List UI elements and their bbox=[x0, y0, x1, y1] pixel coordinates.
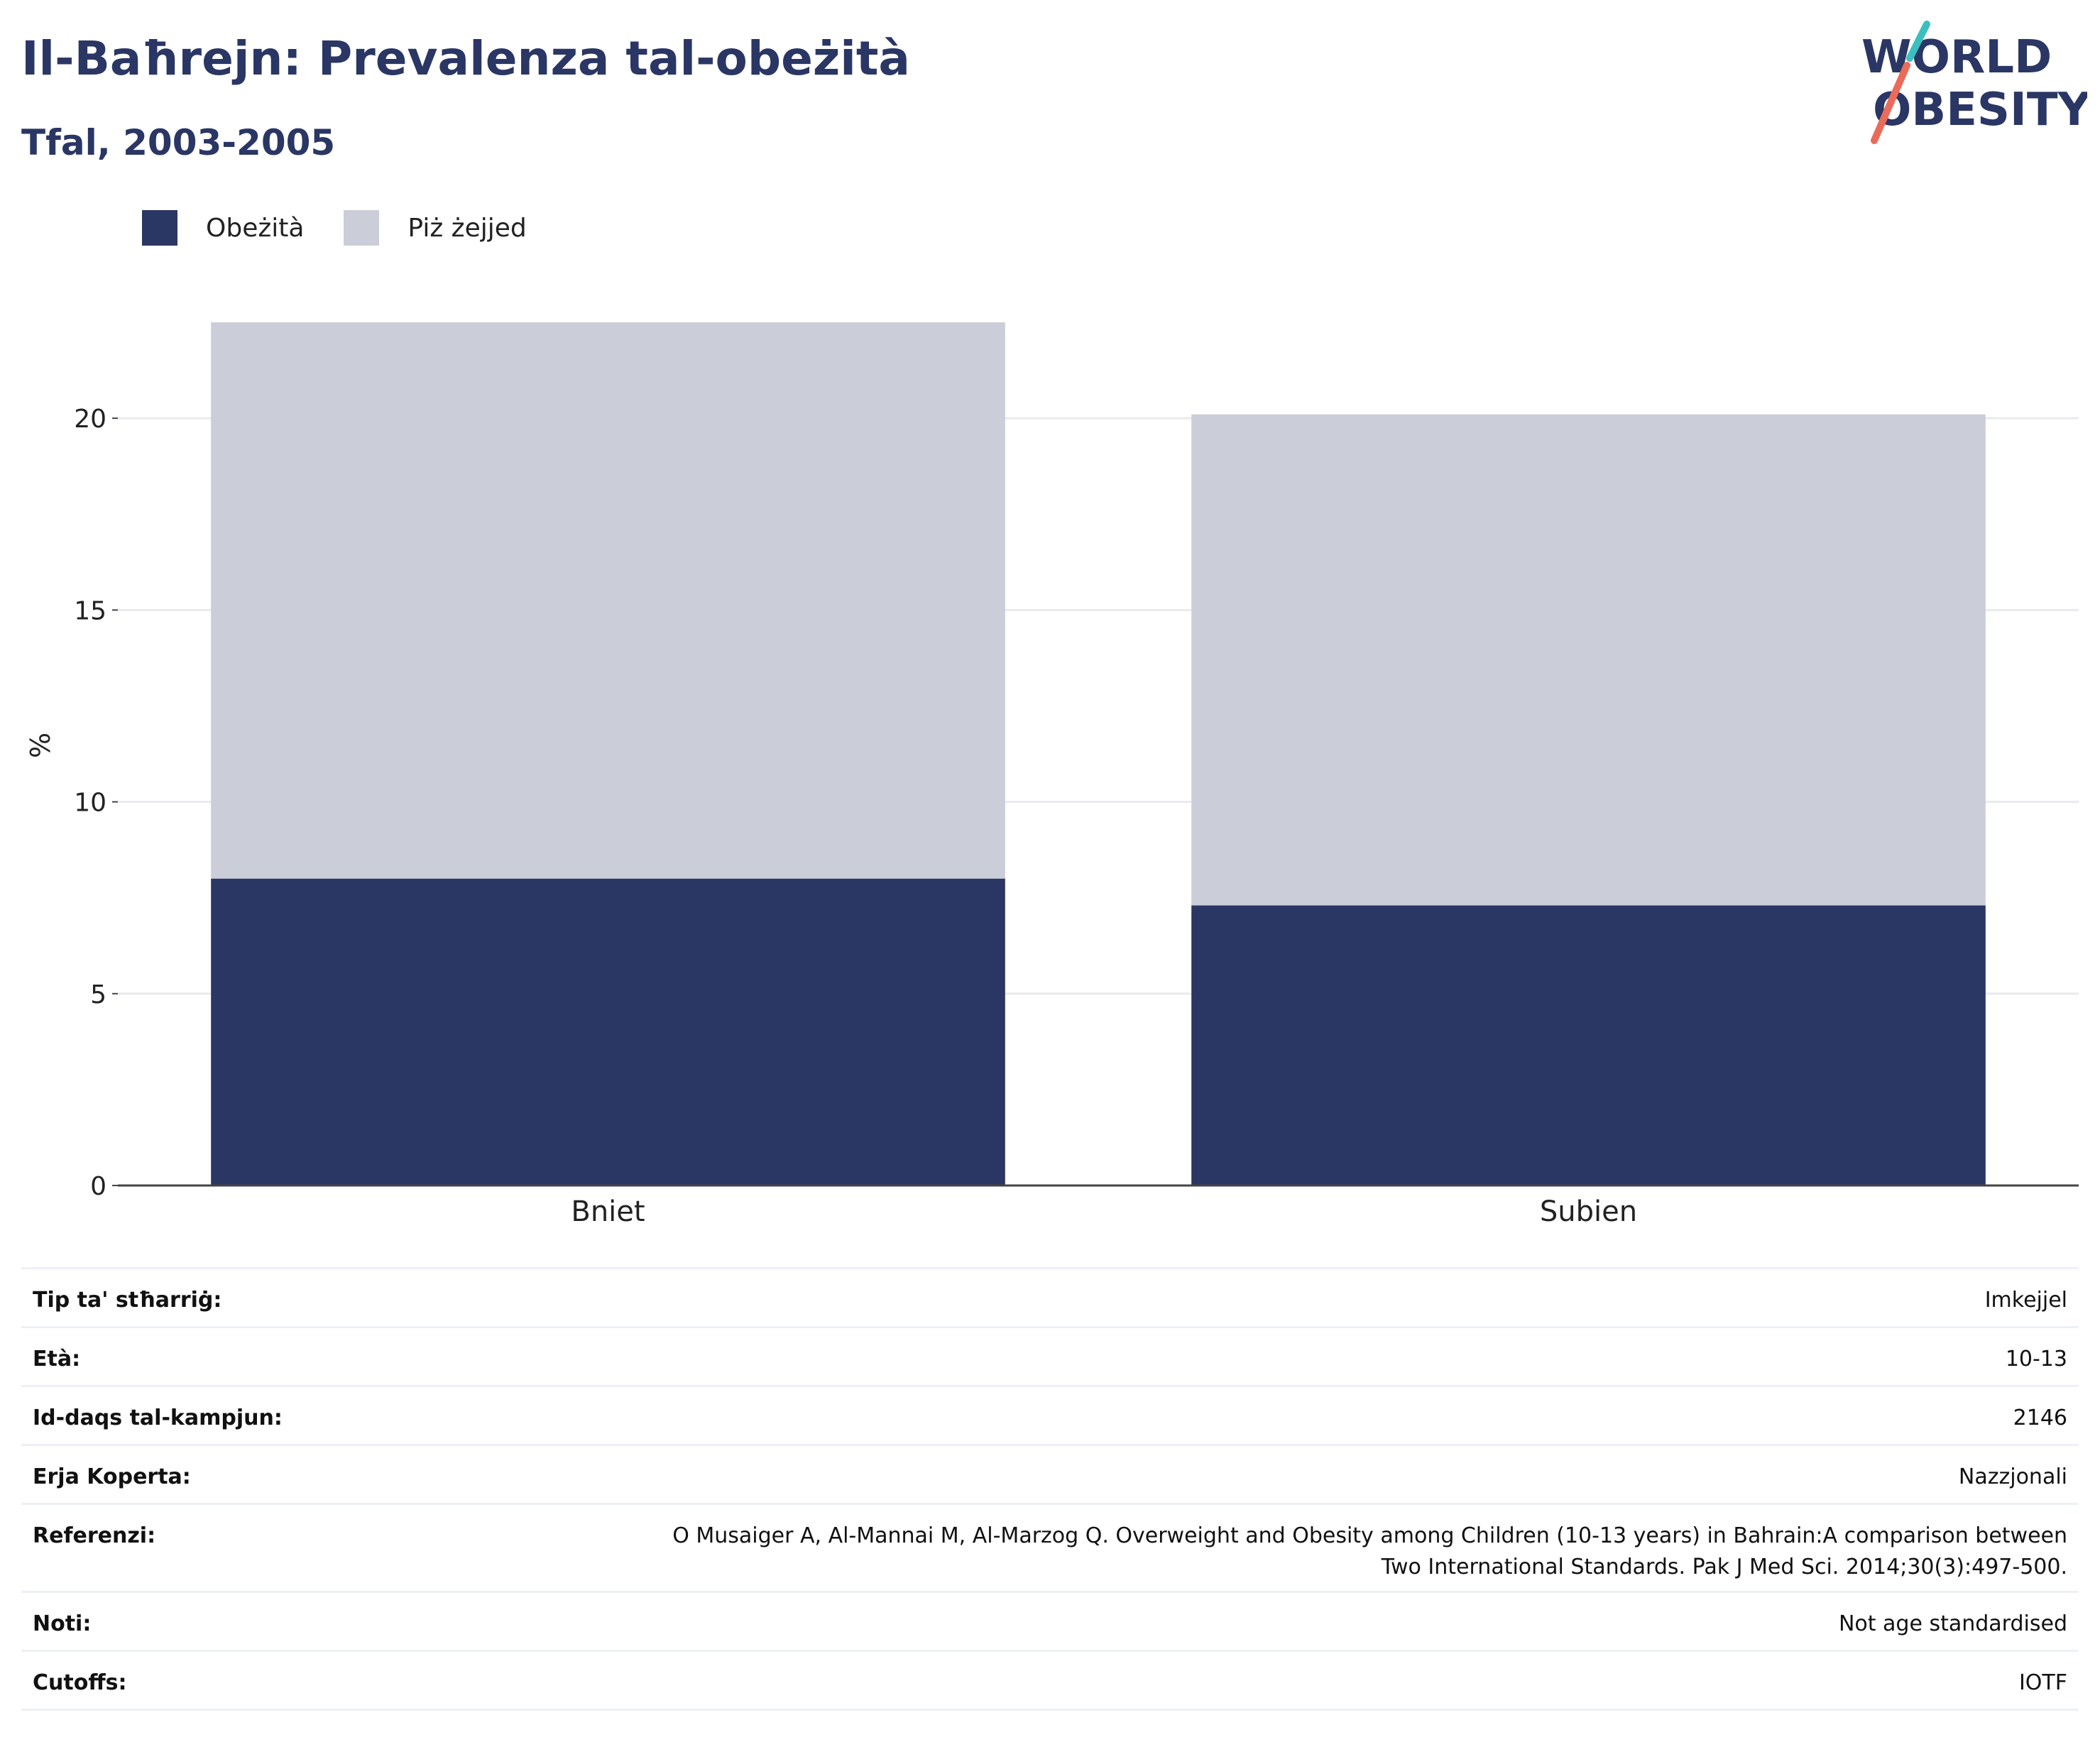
info-row-notes: Noti: Not age standardised bbox=[21, 1591, 2079, 1650]
info-key: Età: bbox=[33, 1347, 81, 1371]
info-value: Imkejjel bbox=[1984, 1288, 2067, 1313]
info-row-references: Referenzi: O Musaiger A, Al-Mannai M, Al… bbox=[21, 1503, 2079, 1591]
info-row-area: Erja Koperta: Nazzjonali bbox=[21, 1444, 2079, 1503]
bar-segment bbox=[1191, 905, 1986, 1185]
info-value: 10-13 bbox=[2005, 1347, 2067, 1371]
legend-item-overweight[interactable]: Piż żejjed bbox=[344, 210, 527, 246]
info-table: Tip ta' stħarriġ: Imkejjel Età: 10-13 Id… bbox=[21, 1267, 2079, 1711]
y-tick-label: 0 bbox=[90, 1172, 106, 1201]
chart-subtitle: Tfal, 2003-2005 bbox=[21, 122, 336, 163]
info-key: Noti: bbox=[33, 1611, 92, 1636]
info-value: 2146 bbox=[2013, 1406, 2067, 1430]
legend-label-obesity: Obeżità bbox=[206, 213, 305, 243]
x-tick-label: Subien bbox=[1540, 1195, 1637, 1228]
info-row-survey-type: Tip ta' stħarriġ: Imkejjel bbox=[21, 1267, 2079, 1326]
legend-item-obesity[interactable]: Obeżità bbox=[142, 210, 304, 246]
x-tick-label: Bniet bbox=[571, 1195, 645, 1228]
info-value: Nazzjonali bbox=[1958, 1464, 2067, 1489]
y-tick-label: 15 bbox=[74, 596, 106, 625]
info-value: IOTF bbox=[2018, 1670, 2067, 1695]
world-obesity-logo: WORLD OBESITY bbox=[1861, 21, 2087, 144]
info-key: Referenzi: bbox=[33, 1523, 156, 1548]
reference-line: O Musaiger A, Al-Mannai M, Al-Marzog Q. … bbox=[672, 1523, 2067, 1548]
info-table-bottom-border bbox=[21, 1709, 2079, 1711]
info-value: Not age standardised bbox=[1838, 1611, 2067, 1636]
y-tick-label: 20 bbox=[74, 405, 106, 434]
info-key: Erja Koperta: bbox=[33, 1464, 191, 1489]
info-row-sample-size: Id-daqs tal-kampjun: 2146 bbox=[21, 1385, 2079, 1444]
bar-segment bbox=[1191, 414, 1986, 906]
bar-segment bbox=[211, 322, 1005, 879]
info-key: Cutoffs: bbox=[33, 1670, 127, 1695]
bar-segment bbox=[211, 878, 1005, 1185]
info-key: Tip ta' stħarriġ: bbox=[33, 1288, 222, 1313]
logo-text-world: WORLD bbox=[1861, 31, 2052, 84]
info-key: Id-daqs tal-kampjun: bbox=[33, 1406, 283, 1430]
logo-text-obesity: OBESITY bbox=[1873, 84, 2087, 136]
info-row-cutoffs: Cutoffs: IOTF bbox=[21, 1650, 2079, 1709]
y-tick-label: 5 bbox=[90, 980, 106, 1009]
legend-label-overweight: Piż żejjed bbox=[408, 213, 527, 243]
bar-chart: 0 5 10 15 20% Bniet Subien bbox=[25, 322, 2079, 1228]
y-axis-label: % bbox=[25, 733, 56, 758]
y-tick-label: 10 bbox=[74, 789, 106, 818]
reference-line: Two International Standards. Pak J Med S… bbox=[1381, 1555, 2067, 1579]
chart-title: Il-Baħrejn: Prevalenza tal-obeżità bbox=[21, 31, 910, 86]
chart-legend: Obeżità Piż żejjed bbox=[142, 210, 567, 246]
legend-swatch-obesity bbox=[142, 210, 177, 246]
logo-slash-coral bbox=[1871, 62, 1910, 144]
logo-slash-teal bbox=[1906, 21, 1930, 62]
info-row-age: Età: 10-13 bbox=[21, 1326, 2079, 1385]
info-value: O Musaiger A, Al-Mannai M, Al-Marzog Q. … bbox=[672, 1521, 2067, 1583]
legend-swatch-overweight bbox=[344, 210, 380, 246]
